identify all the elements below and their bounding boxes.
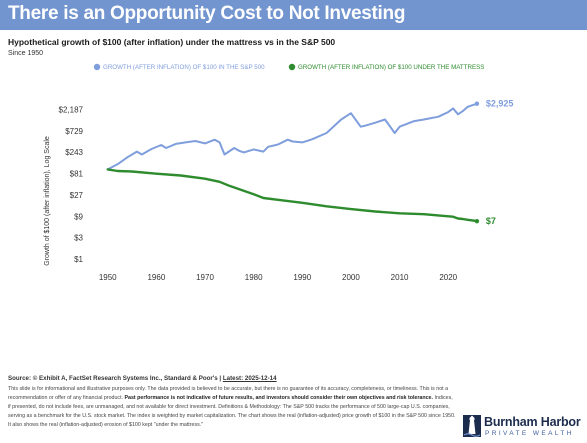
y-tick-label: $81	[70, 170, 84, 179]
x-tick-label: 2000	[342, 273, 360, 282]
logo-tagline: PRIVATE WEALTH	[485, 430, 574, 437]
series-line	[106, 168, 479, 223]
series-end-point	[474, 218, 480, 224]
x-tick-label: 1980	[245, 273, 263, 282]
logo-name: Burnham Harbor	[484, 415, 581, 429]
series-end-label: $2,925	[486, 99, 514, 109]
x-tick-label: 1960	[147, 273, 165, 282]
lighthouse-icon	[463, 415, 481, 437]
chart-series: $2,925 $7	[106, 99, 514, 226]
since-note: Since 1950	[8, 50, 44, 57]
growth-chart: GROWTH (AFTER INFLATION) OF $100 IN THE …	[44, 63, 514, 282]
title-bar: There is an Opportunity Cost to Not Inve…	[0, 0, 587, 30]
chart-legend: GROWTH (AFTER INFLATION) OF $100 IN THE …	[93, 63, 484, 71]
legend-label: GROWTH (AFTER INFLATION) OF $100 UNDER T…	[298, 64, 484, 71]
disclaimer: This slide is for informational and illu…	[8, 385, 456, 430]
disclaimer-part-1: This slide is for informational and illu…	[8, 386, 449, 401]
disclaimer-bold: Past performance is not indicative of fu…	[124, 395, 433, 401]
latest-date-link[interactable]: Latest: 2025-12-14	[222, 375, 277, 382]
source-text: Source: © Exhibit A, FactSet Research Sy…	[8, 375, 223, 382]
chart-subtitle: Hypothetical growth of $100 (after infla…	[8, 37, 336, 47]
x-tick-label: 1950	[99, 273, 117, 282]
source-note: Source: © Exhibit A, FactSet Research Sy…	[8, 375, 277, 382]
y-tick-label: $243	[65, 148, 83, 157]
x-tick-label: 2010	[391, 273, 409, 282]
y-axis: $1 $3 $9 $27 $81 $243 $729 $2,187	[59, 105, 84, 264]
series-end-label: $7	[486, 216, 496, 226]
y-axis-title: Growth of $100 (after inflation), Log Sc…	[44, 136, 51, 266]
y-tick-label: $3	[74, 234, 83, 243]
x-tick-label: 2020	[439, 273, 457, 282]
page-title: There is an Opportunity Cost to Not Inve…	[8, 3, 406, 24]
legend-marker	[93, 63, 101, 71]
legend-marker	[288, 63, 296, 71]
y-tick-label: $729	[65, 127, 83, 136]
company-logo: Burnham Harbor PRIVATE WEALTH	[463, 414, 583, 440]
y-tick-label: $2,187	[59, 105, 84, 114]
y-tick-label: $27	[70, 191, 84, 200]
y-tick-label: $1	[74, 255, 83, 264]
legend-label: GROWTH (AFTER INFLATION) OF $100 IN THE …	[103, 64, 265, 71]
series-end-point	[474, 101, 480, 106]
y-tick-label: $9	[74, 212, 83, 221]
x-tick-label: 1970	[196, 273, 214, 282]
disclaimer-part-2: Indices, if presented, do not include fe…	[8, 395, 456, 428]
x-tick-label: 1990	[293, 273, 311, 282]
series-line	[106, 102, 478, 171]
x-axis: 1950 1960 1970 1980 1990 2000 2010 2020	[99, 273, 458, 282]
